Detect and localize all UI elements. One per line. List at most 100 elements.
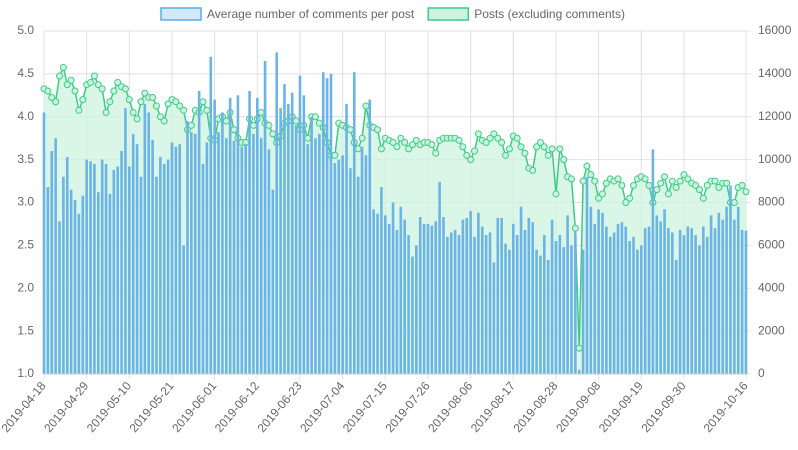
point [579,177,587,185]
bar [484,235,488,374]
bar [698,245,701,374]
point [374,126,382,134]
bar [135,144,139,374]
bar [589,206,593,374]
bar [430,225,434,374]
bar [616,223,620,374]
bar [438,181,441,374]
point [730,199,738,206]
bar [62,176,65,374]
bar [418,217,422,374]
point [114,78,122,86]
bar [597,209,600,374]
bar [543,235,546,374]
point [699,194,707,202]
point [595,194,603,202]
bar [643,228,647,374]
point [715,183,723,191]
x-tick-label: 2019-09-30 [638,379,688,435]
bar [721,219,725,374]
point [408,141,416,149]
bar [124,108,127,375]
bar [263,61,267,374]
point [79,96,87,104]
bar [356,176,360,374]
point [571,224,579,232]
bar [671,232,674,374]
point [94,81,102,89]
bar [96,192,100,374]
bar [302,95,306,374]
y-tick-label: 2.0 [17,280,34,294]
point [672,183,680,191]
y2-tick-label: 2000 [758,323,785,337]
point [412,136,420,144]
point [680,171,688,179]
point [358,134,366,142]
bar [426,223,430,374]
bar [337,159,341,374]
bar [725,206,728,374]
point [494,134,502,142]
bar [193,133,197,374]
bar [329,73,333,374]
bar [376,213,379,374]
point [575,344,583,352]
point [552,190,560,198]
bar [686,226,690,374]
bar [77,213,81,374]
bar [608,236,612,374]
bar [667,228,670,374]
bar [182,245,185,374]
point [106,98,114,106]
point [684,175,692,183]
bar [574,232,577,374]
bar [713,228,717,374]
point [467,156,475,164]
bar [690,228,694,374]
point [257,108,265,116]
bar [387,223,391,374]
bar [58,221,61,374]
y-tick-label: 2.5 [17,238,34,252]
point [692,181,700,189]
bar [271,189,275,374]
point [742,188,750,196]
bar [570,245,573,374]
y2-tick-label: 0 [758,366,765,380]
bar [546,259,550,374]
point [331,151,339,159]
point [187,121,195,129]
bar [213,99,216,374]
point [645,181,653,189]
bar [651,149,655,374]
bar [558,235,562,374]
bar [345,103,348,374]
legend-label: Posts (excluding comments) [474,7,625,21]
bar [496,217,500,374]
bar [372,209,375,374]
point [529,166,537,174]
point [137,98,145,106]
bar [655,215,659,374]
bar [259,138,263,374]
point [125,96,133,104]
point [482,138,490,146]
bar [112,169,116,374]
bar [562,247,566,374]
bar [449,232,453,374]
point [129,108,137,116]
y2-tick-label: 16000 [758,23,792,37]
bar [283,84,286,374]
bar [50,151,54,374]
point [583,162,591,170]
point [152,102,160,110]
point [540,143,548,151]
bar [275,52,279,374]
point [513,134,521,142]
bar [399,206,403,374]
point [598,190,606,198]
bar [678,229,682,374]
bar [620,222,624,374]
